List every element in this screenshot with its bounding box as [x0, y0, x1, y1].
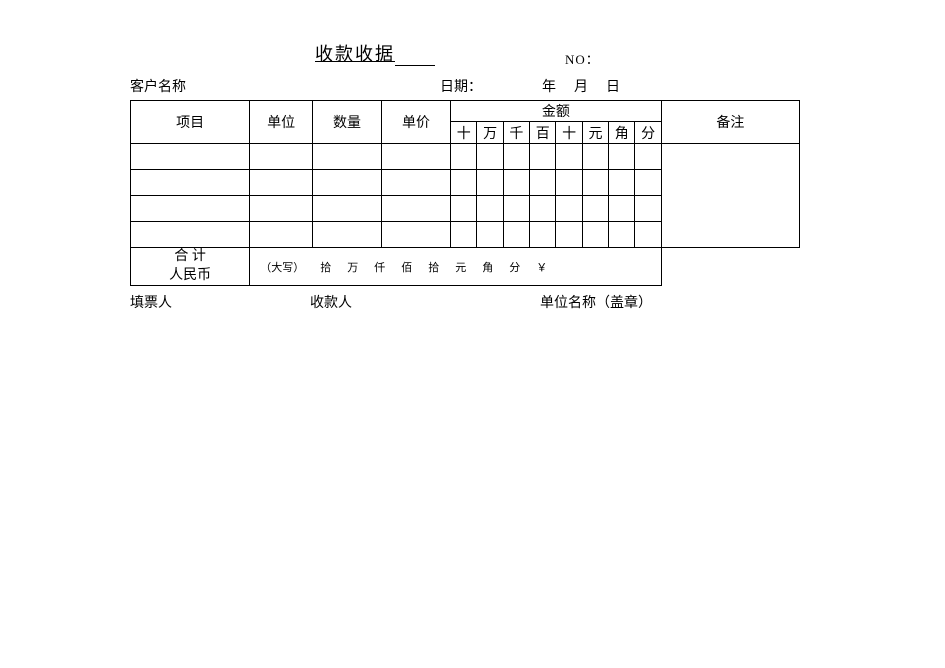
no-label: NO：: [565, 49, 600, 68]
total-label-line1: 合 计: [131, 248, 249, 266]
footer-payee: 收款人: [310, 292, 540, 312]
footer-stamp: 单位名称（盖章）: [540, 292, 652, 312]
total-label-line2: 人民币: [131, 267, 249, 285]
total-remark-blank: [661, 248, 799, 286]
cn-unit-3: 佰: [401, 259, 412, 275]
col-remark-header: 备注: [661, 101, 799, 144]
cn-prefix: （大写）: [260, 259, 304, 275]
digit-header-5: 元: [582, 122, 608, 144]
cn-unit-1: 万: [347, 259, 358, 275]
total-cn-area: （大写） 拾 万 仟 佰 拾 元 角 分 ￥: [250, 248, 662, 286]
col-item-header: 项目: [131, 101, 250, 144]
digit-header-4: 十: [556, 122, 582, 144]
month-label: 月: [574, 76, 588, 96]
digit-header-3: 百: [530, 122, 556, 144]
col-price-header: 单价: [382, 101, 451, 144]
year-label: 年: [542, 76, 556, 96]
digit-header-0: 十: [451, 122, 477, 144]
customer-label: 客户名称: [130, 76, 440, 96]
cn-unit-2: 仟: [374, 259, 385, 275]
col-unit-header: 单位: [250, 101, 313, 144]
table-row: [131, 144, 800, 170]
cn-unit-4: 拾: [428, 259, 439, 275]
cn-unit-8: ￥: [536, 259, 547, 275]
total-label: 合 计 人民币: [131, 248, 250, 286]
receipt-table: 项目 单位 数量 单价 金额 备注 十 万 千 百 十 元 角 分: [130, 100, 800, 286]
day-label: 日: [606, 76, 620, 96]
remark-body: [661, 144, 799, 248]
title-underline: [395, 65, 435, 66]
digit-header-1: 万: [477, 122, 503, 144]
digit-header-6: 角: [609, 122, 635, 144]
cn-unit-5: 元: [455, 259, 466, 275]
date-label: 日期：: [440, 76, 482, 96]
footer-writer: 填票人: [130, 292, 310, 312]
cn-unit-6: 角: [482, 259, 493, 275]
digit-header-7: 分: [635, 122, 661, 144]
col-qty-header: 数量: [312, 101, 381, 144]
cn-unit-7: 分: [509, 259, 520, 275]
receipt-title: 收款收据: [315, 40, 395, 68]
total-row: 合 计 人民币 （大写） 拾 万 仟 佰 拾 元 角 分 ￥: [131, 248, 800, 286]
cn-unit-0: 拾: [320, 259, 331, 275]
col-amount-header: 金额: [451, 101, 662, 122]
digit-header-2: 千: [503, 122, 529, 144]
